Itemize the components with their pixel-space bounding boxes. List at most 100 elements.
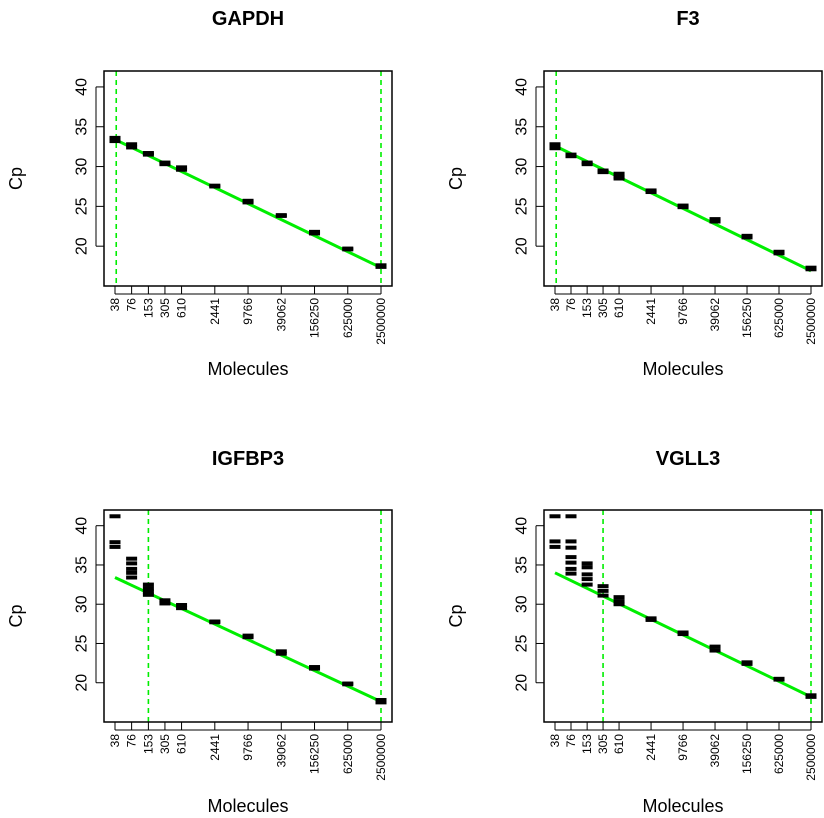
y-tick-label: 20 <box>514 237 531 255</box>
x-tick-label: 76 <box>125 734 139 748</box>
data-point <box>581 582 593 587</box>
x-tick-label: 153 <box>580 298 594 318</box>
data-point <box>565 566 577 571</box>
data-point <box>109 514 121 519</box>
data-point <box>549 514 561 519</box>
x-tick-label: 76 <box>125 298 139 312</box>
data-point <box>126 566 138 571</box>
data-point <box>709 648 721 653</box>
data-point <box>549 539 561 544</box>
plot-frame <box>543 70 823 287</box>
data-point <box>741 661 753 666</box>
chart-panel: GAPDH Cp Molecules 20 25 30 35 40 38 76 153 305 610 2… <box>6 8 393 379</box>
x-tick-label: 39062 <box>708 298 722 332</box>
data-point <box>142 586 154 591</box>
data-point <box>109 540 121 545</box>
y-tick-label: 30 <box>74 595 91 613</box>
data-point <box>773 251 785 256</box>
data-point <box>142 582 154 587</box>
y-tick-label: 35 <box>74 118 91 136</box>
y-tick-label: 40 <box>514 78 531 96</box>
x-tick-label: 38 <box>108 298 122 312</box>
y-axis-label: Cp <box>6 167 26 190</box>
y-axis-label: Cp <box>446 604 466 627</box>
data-point <box>597 170 609 175</box>
data-point <box>645 190 657 195</box>
x-tick-label: 9766 <box>241 734 255 761</box>
x-tick-label: 2441 <box>208 734 222 761</box>
data-point <box>581 561 593 566</box>
x-tick-label: 625000 <box>341 734 355 774</box>
data-point <box>309 231 321 236</box>
y-tick-label: 30 <box>514 595 531 613</box>
data-point <box>613 599 625 604</box>
data-point <box>549 544 561 549</box>
data-point <box>565 560 577 565</box>
x-axis-label: Molecules <box>207 796 288 816</box>
data-point <box>176 165 188 170</box>
data-point <box>209 620 221 625</box>
y-tick-label: 25 <box>514 634 531 652</box>
plot-area <box>109 71 387 286</box>
data-point <box>565 571 577 576</box>
data-point <box>176 606 188 611</box>
data-point <box>613 171 625 176</box>
y-tick-label: 35 <box>514 118 531 136</box>
y-tick-label: 25 <box>74 197 91 215</box>
data-point <box>565 539 577 544</box>
data-point <box>275 649 287 654</box>
plot-area <box>549 71 817 286</box>
y-tick-label: 20 <box>74 674 91 692</box>
x-tick-label: 76 <box>564 298 578 312</box>
x-tick-label: 153 <box>141 734 155 754</box>
data-point <box>805 267 817 272</box>
y-tick-label: 35 <box>74 556 91 574</box>
y-tick-label: 20 <box>514 674 531 692</box>
x-tick-label: 625000 <box>772 734 786 774</box>
data-point <box>709 217 721 222</box>
data-point <box>126 556 138 561</box>
data-point <box>581 572 593 577</box>
x-tick-label: 610 <box>175 734 189 754</box>
data-point <box>209 184 221 189</box>
chart-panel: VGLL3 Cp Molecules 20 25 30 35 40 38 76 153 305 610 2… <box>446 448 823 816</box>
x-tick-label: 305 <box>158 298 172 318</box>
y-axis-label: Cp <box>6 604 26 627</box>
x-axis-label: Molecules <box>642 796 723 816</box>
data-point <box>565 514 577 519</box>
data-point <box>805 694 817 699</box>
data-point <box>275 213 287 218</box>
data-point <box>709 644 721 649</box>
data-point <box>565 545 577 550</box>
plot-area <box>109 510 387 722</box>
data-point <box>677 632 689 637</box>
x-tick-label: 39062 <box>274 298 288 332</box>
data-point <box>109 139 121 144</box>
data-point <box>126 561 138 566</box>
plot-frame <box>543 509 823 723</box>
x-tick-label: 38 <box>548 734 562 748</box>
data-point <box>597 584 609 589</box>
y-tick-label: 20 <box>74 237 91 255</box>
data-point <box>613 595 625 600</box>
data-point <box>126 570 138 575</box>
x-tick-label: 9766 <box>676 298 690 325</box>
y-tick-label: 40 <box>514 517 531 535</box>
x-tick-label: 610 <box>175 298 189 318</box>
chart-panel: F3 Cp Molecules 20 25 30 35 40 38 76 153 305 610 2441… <box>446 8 823 379</box>
data-point <box>142 589 154 594</box>
x-tick-label: 2500000 <box>804 298 818 345</box>
data-point <box>275 651 287 656</box>
data-point <box>126 142 138 147</box>
data-point <box>126 575 138 580</box>
x-tick-label: 76 <box>564 734 578 748</box>
data-point <box>645 617 657 622</box>
plot-frame <box>103 70 393 287</box>
x-axis-label: Molecules <box>642 359 723 379</box>
chart-title: F3 <box>676 8 699 30</box>
data-point <box>549 142 561 147</box>
x-tick-label: 305 <box>158 734 172 754</box>
plot-frame <box>103 509 393 723</box>
data-point <box>565 555 577 560</box>
